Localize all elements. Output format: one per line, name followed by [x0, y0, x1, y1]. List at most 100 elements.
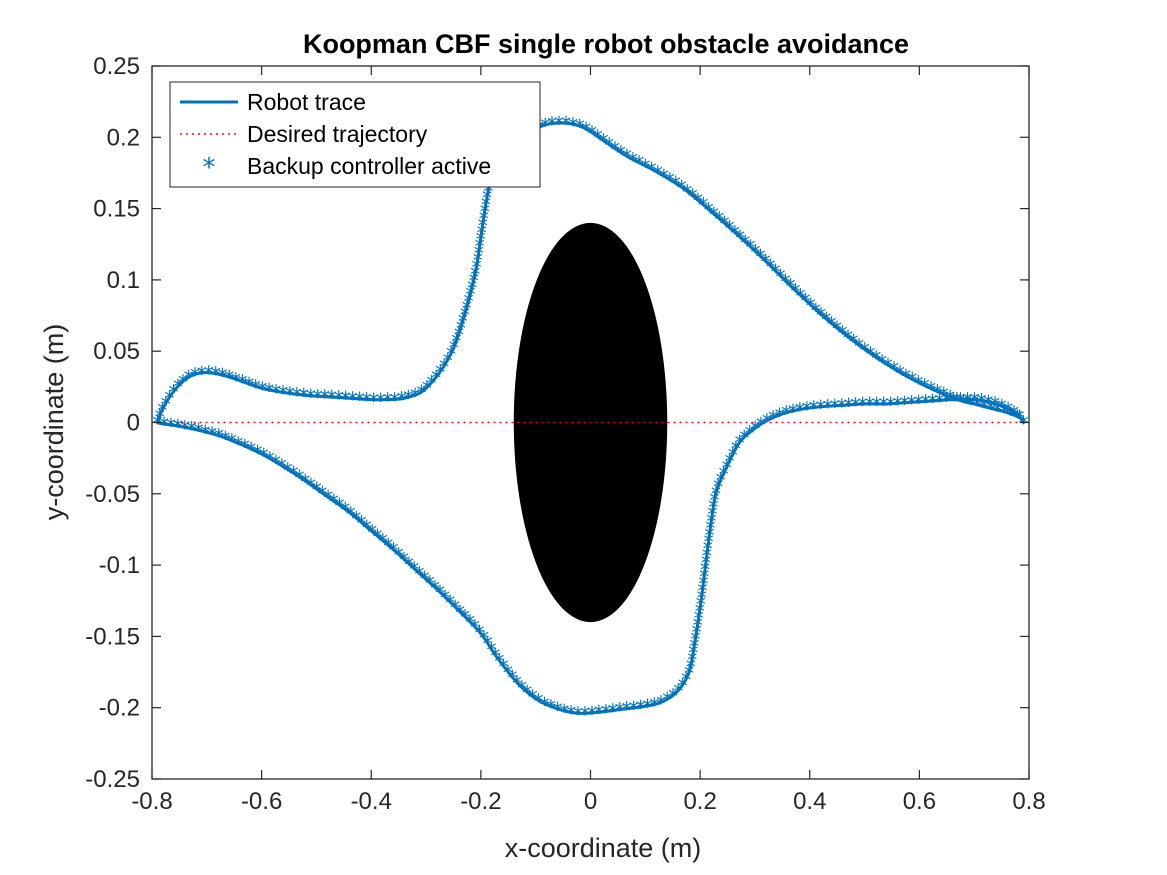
backup-marker: *: [173, 375, 183, 399]
backup-marker: *: [575, 115, 585, 139]
backup-marker: *: [900, 392, 910, 416]
backup-marker: *: [306, 474, 316, 498]
backup-marker: *: [323, 486, 333, 510]
backup-marker: *: [450, 596, 460, 620]
backup-marker: *: [397, 388, 407, 412]
backup-marker: *: [704, 523, 714, 547]
backup-marker: *: [440, 586, 450, 610]
backup-marker: *: [671, 172, 681, 196]
y-tick-label: 0.1: [107, 267, 140, 294]
backup-marker: *: [801, 289, 811, 313]
backup-marker: *: [963, 389, 973, 413]
backup-marker: *: [190, 363, 200, 387]
backup-marker: *: [443, 349, 453, 373]
backup-marker: *: [844, 394, 854, 418]
backup-marker: *: [649, 694, 659, 718]
backup-marker: *: [647, 158, 657, 182]
backup-marker: *: [866, 342, 876, 366]
backup-marker: *: [616, 141, 626, 165]
backup-marker: *: [686, 655, 696, 679]
backup-marker: *: [716, 469, 726, 493]
backup-marker: *: [628, 148, 638, 172]
backup-marker: *: [409, 558, 419, 582]
backup-marker: *: [155, 405, 165, 429]
y-tick-label: -0.15: [85, 623, 140, 650]
legend-box: [169, 81, 541, 188]
backup-marker: *: [204, 362, 214, 386]
y-tick-label: 0.15: [93, 196, 140, 223]
backup-marker: *: [490, 644, 500, 668]
backup-marker: *: [369, 389, 379, 413]
backup-marker: *: [901, 365, 911, 389]
backup-marker: *: [357, 511, 367, 535]
backup-marker: *: [766, 255, 776, 279]
backup-marker: *: [615, 699, 625, 723]
backup-marker: *: [348, 387, 358, 411]
backup-marker: *: [802, 397, 812, 421]
backup-marker: *: [653, 161, 663, 185]
backup-marker: *: [559, 700, 569, 724]
backup-marker: *: [410, 384, 420, 408]
y-ticks: -0.25 -0.2 -0.15 -0.1 -0.05 0 0.05 0.1 0.15 0.2 0.…: [85, 53, 1029, 793]
backup-marker: *: [169, 381, 179, 405]
backup-marker: *: [486, 638, 496, 662]
backup-marker: *: [689, 634, 699, 658]
backup-marker: *: [886, 393, 896, 417]
backup-marker: *: [827, 313, 837, 337]
backup-marker: *: [507, 666, 517, 690]
backup-marker: *: [730, 221, 740, 245]
y-tick-label: 0.2: [107, 124, 140, 151]
backup-marker: *: [581, 118, 591, 142]
backup-marker: *: [554, 112, 564, 136]
backup-marker: *: [725, 450, 735, 474]
backup-marker: *: [665, 168, 675, 192]
backup-marker: *: [871, 346, 881, 370]
backup-marker: *: [719, 462, 729, 486]
backup-marker: *: [472, 255, 482, 279]
backup-marker: *: [547, 112, 557, 136]
backup-marker: *: [214, 425, 224, 449]
backup-marker: *: [390, 388, 400, 412]
backup-marker: *: [231, 368, 241, 392]
backup-marker: *: [465, 611, 475, 635]
backup-marker: *: [708, 496, 718, 520]
backup-marker: *: [166, 414, 176, 438]
backup-marker: *: [271, 380, 281, 404]
x-tick-label: -0.8: [131, 788, 172, 815]
y-axis-label: y-coordinate (m): [39, 324, 69, 521]
backup-marker: *: [821, 308, 831, 332]
backup-marker: *: [702, 544, 712, 568]
backup-marker: *: [735, 431, 745, 455]
backup-marker: *: [662, 688, 672, 712]
backup-marker: *: [622, 698, 632, 722]
backup-marker: *: [383, 534, 393, 558]
backup-marker: *: [553, 698, 563, 722]
backup-marker: *: [320, 386, 330, 410]
backup-marker: *: [265, 447, 275, 471]
backup-marker: *: [335, 494, 345, 518]
backup-marker: *: [756, 413, 766, 437]
backup-marker: *: [945, 386, 955, 410]
backup-marker: *: [849, 330, 859, 354]
backup-marker: *: [701, 551, 711, 575]
backup-marker: *: [976, 389, 986, 413]
backup-marker: *: [473, 249, 483, 273]
backup-marker: *: [795, 398, 805, 422]
backup-marker: *: [533, 689, 543, 713]
backup-marker: *: [1009, 401, 1019, 425]
backup-marker: *: [464, 290, 474, 314]
backup-marker: *: [636, 696, 646, 720]
backup-marker: *: [1006, 403, 1016, 427]
backup-marker: *: [224, 366, 234, 390]
backup-marker: *: [788, 400, 798, 424]
backup-marker: *: [681, 668, 691, 692]
backup-marker: *: [512, 671, 522, 695]
backup-marker: *: [416, 381, 426, 405]
backup-marker: *: [494, 650, 504, 674]
legend-swatch-backup-marker: *: [203, 153, 216, 183]
backup-marker: *: [458, 310, 468, 334]
backup-marker: *: [289, 462, 299, 486]
backup-marker: *: [851, 393, 861, 417]
x-axis-label: x-coordinate (m): [505, 833, 702, 863]
chart-title: Koopman CBF single robot obstacle avoida…: [303, 29, 909, 59]
